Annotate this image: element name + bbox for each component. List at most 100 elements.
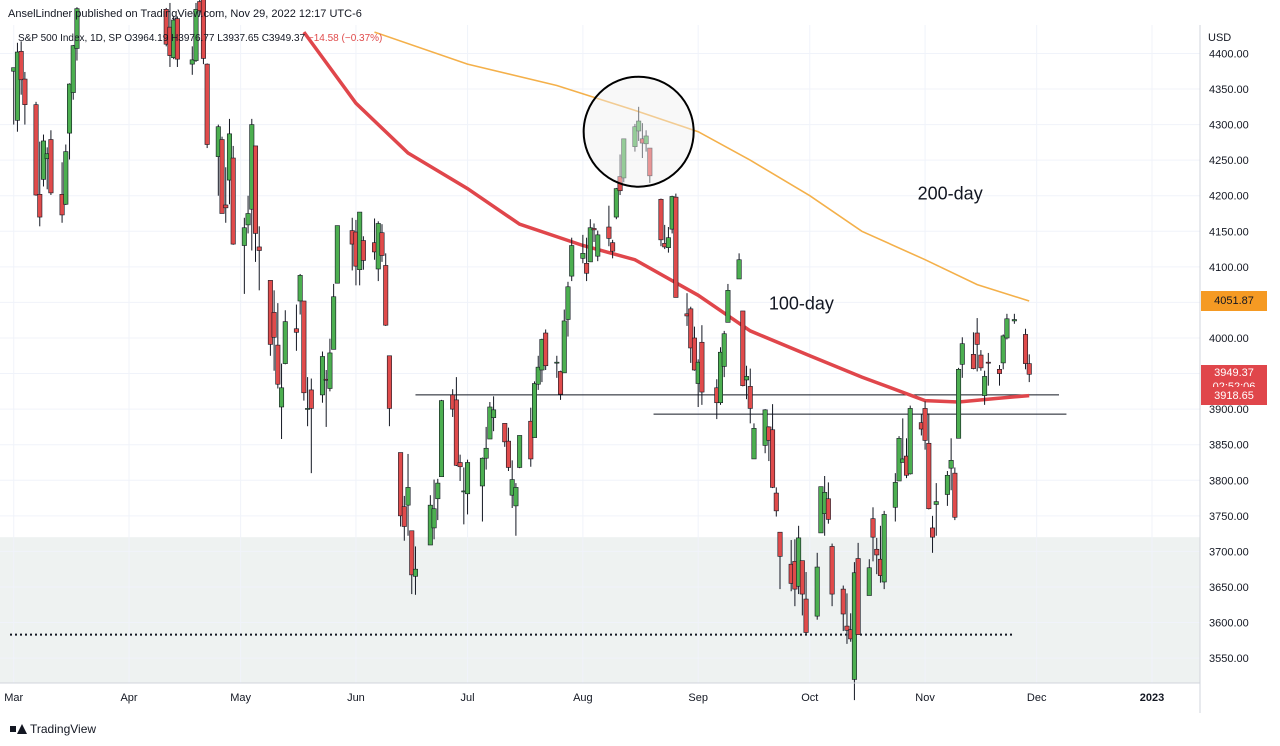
candle-body	[930, 527, 936, 538]
candle-body	[293, 328, 299, 333]
candle	[301, 300, 307, 401]
y-tick-label: 4250.00	[1209, 155, 1249, 167]
candle-body	[558, 371, 564, 395]
candle-body	[37, 194, 43, 218]
candle-body	[956, 368, 962, 439]
candle-body	[63, 151, 69, 205]
candle-body	[505, 440, 511, 468]
candle-body	[226, 133, 232, 181]
candle	[405, 453, 411, 536]
candle-body	[870, 518, 876, 538]
candle	[189, 46, 195, 75]
candle-body	[944, 474, 950, 495]
candle-body	[803, 598, 809, 633]
candle-body	[204, 63, 210, 145]
candle	[855, 542, 861, 635]
candle-body	[814, 566, 820, 617]
candle-body	[40, 140, 46, 180]
candle-body	[502, 423, 508, 443]
candle-body	[688, 308, 694, 349]
candle	[18, 41, 24, 95]
candle	[930, 515, 936, 553]
candle	[584, 237, 590, 282]
candle-body	[219, 139, 225, 214]
x-tick-label: Aug	[573, 692, 593, 704]
candle-body	[465, 462, 471, 495]
candle-body	[587, 227, 593, 263]
y-tick-label: 3850.00	[1209, 440, 1249, 452]
candle-body	[699, 341, 705, 393]
candles-group	[11, 0, 1032, 701]
candle-body	[256, 246, 262, 251]
y-tick-label: 3750.00	[1209, 511, 1249, 523]
candle	[933, 483, 939, 536]
candle	[383, 253, 389, 326]
candle-body	[855, 558, 861, 635]
candle	[840, 585, 846, 632]
candle-body	[717, 351, 723, 404]
candle-body	[331, 296, 337, 350]
candle	[874, 537, 880, 575]
candle	[305, 377, 311, 427]
symbol-label[interactable]: S&P 500 Index, 1D, SP	[18, 33, 122, 44]
x-grid	[13, 25, 1153, 683]
change-value: −14.58 (−0.37%)	[307, 33, 383, 44]
candle	[881, 510, 887, 590]
candle-body	[253, 145, 259, 234]
candle	[465, 459, 471, 515]
x-tick-label: Apr	[120, 692, 137, 704]
candle-body	[513, 487, 519, 507]
candle	[253, 145, 259, 262]
candle	[14, 42, 20, 132]
candle-body	[479, 457, 485, 487]
candle-body	[401, 506, 407, 527]
candle-body	[483, 447, 489, 459]
candle	[740, 310, 746, 387]
candle-body	[22, 78, 28, 105]
support-zone	[0, 537, 1200, 683]
candle-body	[412, 568, 418, 577]
ohlc-values: O3964.19 H3976.77 L3937.65 C3949.37	[124, 33, 306, 44]
candle	[241, 217, 247, 294]
candle-body	[409, 530, 415, 576]
candle	[327, 338, 333, 392]
candle	[658, 198, 664, 247]
ma200-label: 200-day	[918, 183, 983, 203]
candle-body	[982, 376, 988, 396]
candle-body	[18, 51, 24, 81]
candle	[825, 482, 831, 524]
candle-body	[584, 263, 590, 274]
candle	[773, 487, 779, 517]
candle	[204, 63, 210, 149]
footer-brand[interactable]: TradingView	[10, 722, 96, 736]
candle-body	[725, 290, 731, 323]
ma100-line	[302, 31, 1030, 404]
candle-body	[881, 514, 887, 583]
candle	[282, 310, 288, 365]
candle-body	[613, 188, 619, 218]
candle-body	[241, 227, 247, 246]
candle-body	[926, 442, 932, 510]
candle	[271, 290, 277, 371]
candle-body	[844, 625, 850, 631]
candle	[1004, 313, 1010, 340]
y-tick-label: 4200.00	[1209, 191, 1249, 203]
brand-label: TradingView	[30, 722, 97, 736]
candle-body	[74, 8, 80, 49]
candle	[725, 283, 731, 323]
candle	[174, 16, 180, 67]
candle-body	[773, 492, 779, 512]
candle	[1000, 334, 1006, 370]
candle	[431, 479, 437, 540]
candle	[844, 593, 850, 644]
candle	[386, 355, 392, 427]
ma200-price-tag: 4051.87	[1201, 291, 1267, 311]
candle-body	[301, 300, 307, 394]
candle-body	[970, 354, 976, 369]
candle-body	[691, 337, 697, 371]
candle-body	[595, 234, 601, 257]
candle	[334, 225, 340, 284]
candle	[453, 377, 459, 467]
candle	[959, 337, 965, 378]
candle-body	[189, 59, 195, 65]
